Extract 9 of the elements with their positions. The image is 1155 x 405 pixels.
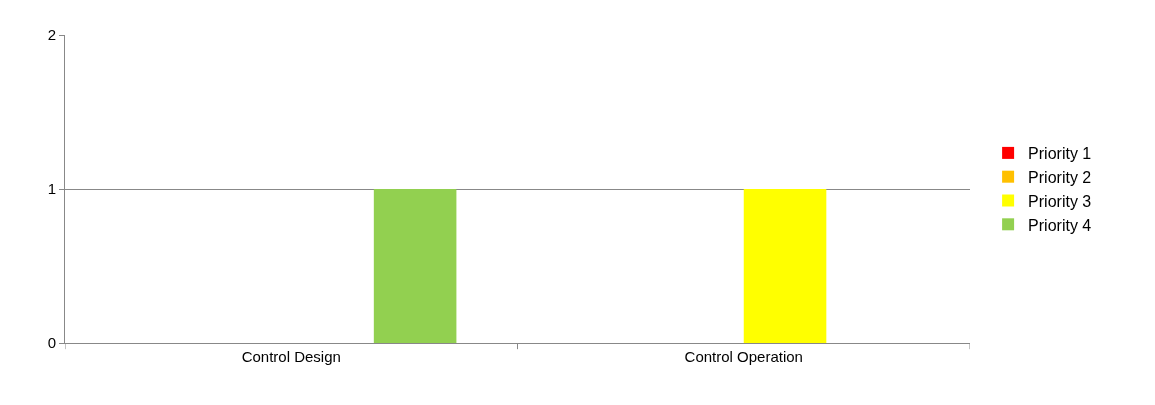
- legend-label: Priority 4: [1028, 216, 1092, 234]
- y-tick-label: 2: [47, 26, 56, 44]
- legend-label: Priority 3: [1028, 192, 1092, 210]
- y-tick-label: 1: [47, 180, 56, 198]
- legend-label: Priority 1: [1028, 145, 1092, 163]
- y-tick-label: 0: [47, 334, 56, 352]
- legend-label: Priority 2: [1028, 168, 1092, 186]
- x-tick-label: Control Operation: [684, 348, 803, 365]
- x-tick-label: Control Design: [241, 348, 341, 365]
